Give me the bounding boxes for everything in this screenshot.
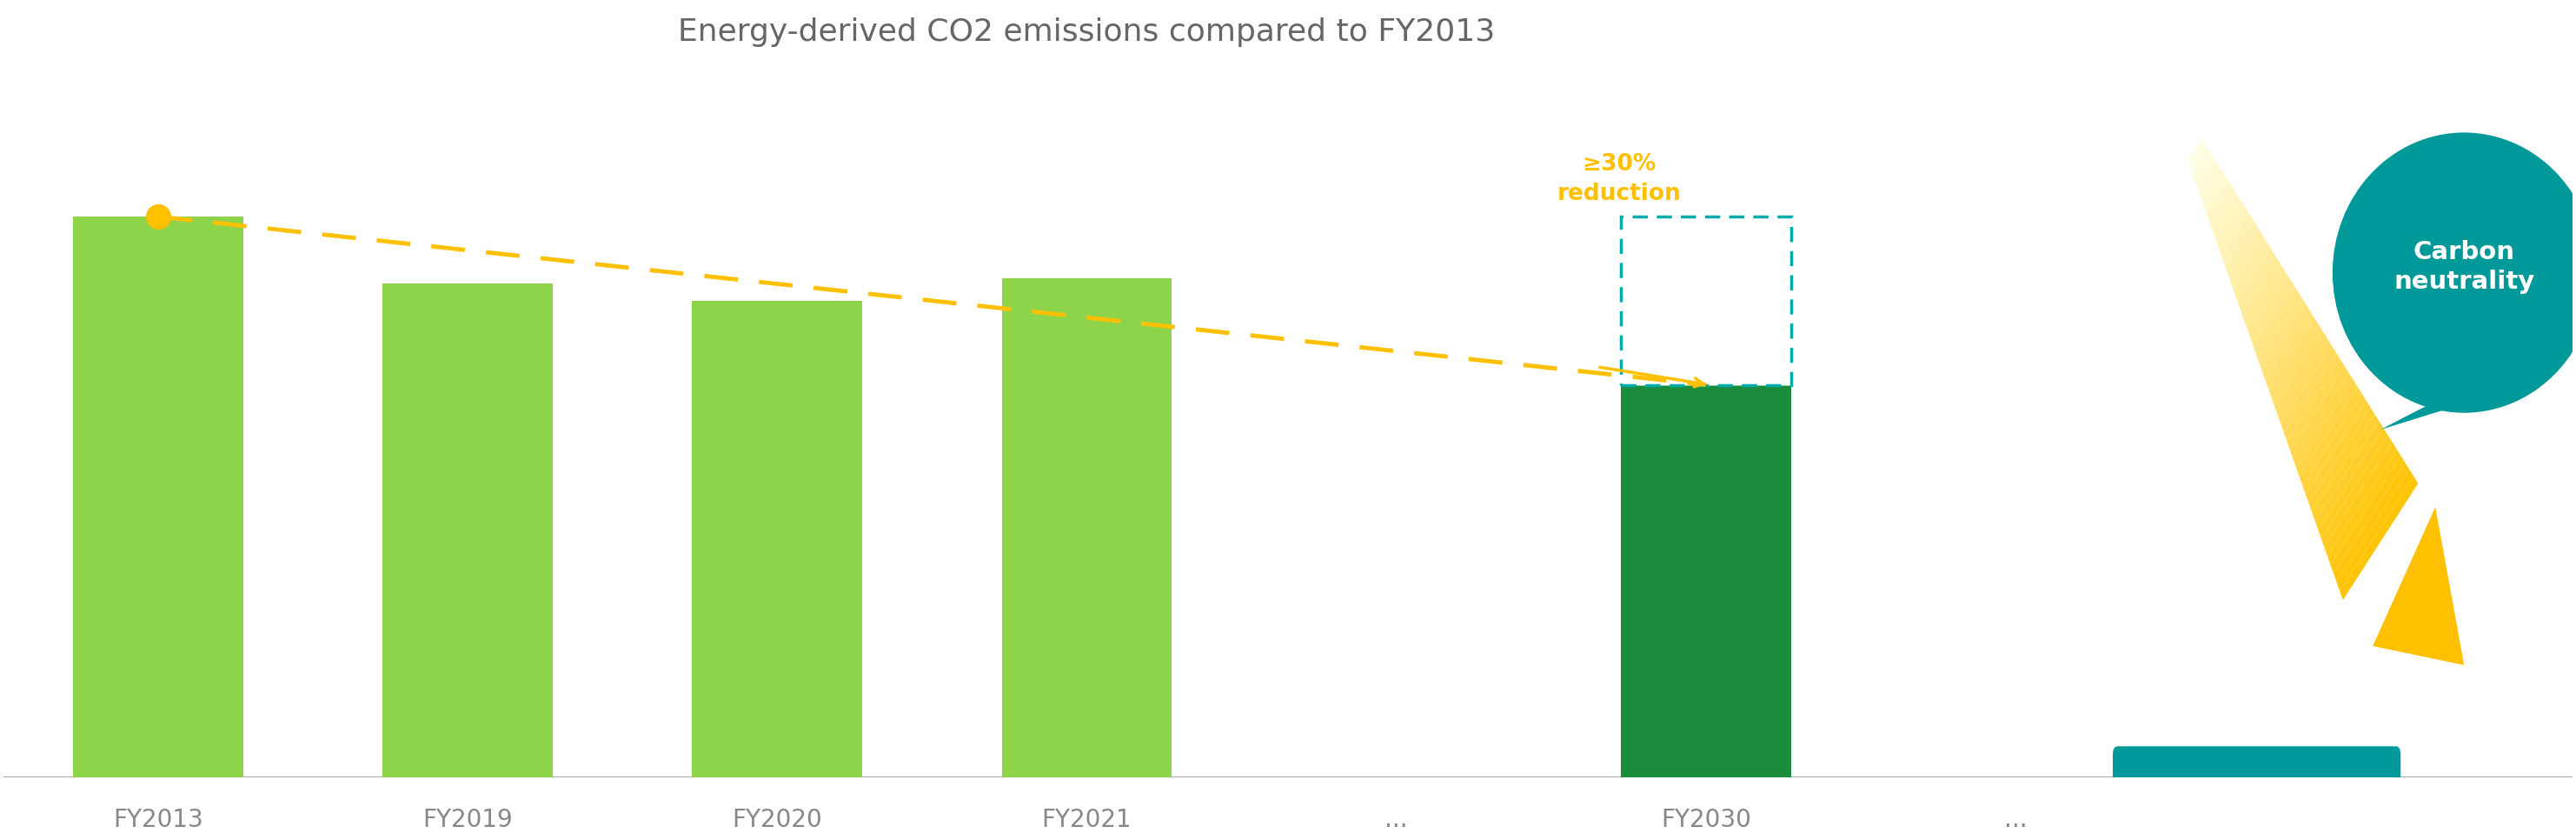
Polygon shape — [2257, 290, 2300, 362]
Polygon shape — [2249, 277, 2293, 345]
Polygon shape — [2264, 311, 2313, 389]
Polygon shape — [2290, 366, 2349, 459]
Polygon shape — [2287, 359, 2344, 451]
Polygon shape — [2295, 380, 2357, 477]
Polygon shape — [2254, 283, 2298, 354]
Text: ...: ... — [1386, 808, 1409, 832]
Text: Carbon
neutrality: Carbon neutrality — [2393, 240, 2535, 294]
Polygon shape — [2213, 193, 2241, 239]
Polygon shape — [2223, 214, 2254, 266]
Polygon shape — [2187, 138, 2205, 169]
Polygon shape — [2311, 414, 2380, 521]
Polygon shape — [2272, 325, 2324, 407]
Polygon shape — [2218, 207, 2249, 257]
Polygon shape — [2239, 249, 2275, 310]
Polygon shape — [2306, 401, 2370, 503]
Polygon shape — [2293, 373, 2354, 468]
Polygon shape — [2190, 145, 2210, 178]
Bar — [384, 284, 554, 777]
Polygon shape — [2339, 476, 2419, 600]
Text: FY2030: FY2030 — [1662, 808, 1752, 832]
Text: FY2020: FY2020 — [732, 808, 822, 832]
Polygon shape — [2308, 407, 2375, 512]
Text: FY2050
Target: FY2050 Target — [2208, 786, 2306, 833]
Text: FY2021: FY2021 — [1041, 808, 1131, 832]
Text: FY2019: FY2019 — [422, 808, 513, 832]
Polygon shape — [2231, 235, 2267, 292]
Polygon shape — [2303, 394, 2367, 495]
Polygon shape — [2228, 228, 2262, 283]
Polygon shape — [2285, 352, 2339, 441]
Polygon shape — [2215, 201, 2246, 248]
Polygon shape — [2331, 456, 2406, 574]
Polygon shape — [2316, 421, 2383, 530]
Text: FY2013: FY2013 — [113, 808, 204, 832]
Polygon shape — [2280, 346, 2336, 433]
Polygon shape — [2233, 242, 2272, 301]
Polygon shape — [2241, 256, 2280, 319]
Polygon shape — [2210, 187, 2236, 231]
Bar — [693, 301, 863, 777]
FancyBboxPatch shape — [2112, 746, 2401, 833]
Polygon shape — [2321, 435, 2393, 547]
Polygon shape — [2318, 428, 2388, 538]
Polygon shape — [2200, 166, 2223, 204]
Polygon shape — [2324, 442, 2396, 556]
Polygon shape — [2275, 332, 2326, 416]
Ellipse shape — [2331, 132, 2576, 413]
Polygon shape — [2208, 180, 2233, 222]
Polygon shape — [2269, 317, 2318, 398]
Polygon shape — [2334, 462, 2409, 582]
Text: ≥30%
reduction: ≥30% reduction — [1556, 153, 1682, 206]
Polygon shape — [2300, 387, 2362, 486]
Polygon shape — [2195, 152, 2215, 187]
Polygon shape — [2372, 507, 2465, 665]
Polygon shape — [2259, 297, 2306, 372]
Polygon shape — [2380, 396, 2488, 430]
Bar — [1002, 278, 1172, 777]
Polygon shape — [2246, 270, 2287, 337]
Polygon shape — [2226, 222, 2259, 275]
Polygon shape — [2197, 159, 2218, 196]
Polygon shape — [2326, 449, 2401, 565]
Bar — [1620, 217, 1790, 385]
Text: Energy-derived CO2 emissions compared to FY2013: Energy-derived CO2 emissions compared to… — [677, 17, 1497, 47]
Polygon shape — [2262, 304, 2311, 380]
Bar — [72, 217, 245, 777]
Polygon shape — [2244, 262, 2285, 327]
Bar — [1620, 385, 1790, 777]
Polygon shape — [2336, 470, 2414, 591]
Polygon shape — [2277, 338, 2331, 424]
Text: ...: ... — [2004, 808, 2027, 832]
Polygon shape — [2202, 173, 2228, 213]
